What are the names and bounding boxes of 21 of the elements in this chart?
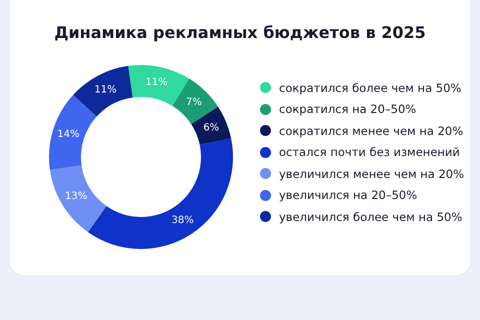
legend-label: увеличился на 20–50% (279, 188, 418, 202)
legend-label: сократился менее чем на 20% (279, 124, 464, 138)
chart-title: Динамика рекламных бюджетов в 2025 (53, 23, 427, 42)
donut-slice (73, 66, 133, 117)
data-label: 11% (94, 84, 117, 96)
donut-slice (49, 94, 97, 170)
donut-slice (191, 106, 232, 145)
data-label: 14% (57, 129, 80, 140)
legend-label: остался почти без изменений (279, 145, 460, 159)
data-label: 13% (65, 191, 88, 202)
legend-label: сократился на 20–50% (279, 102, 416, 116)
legend-label: увеличился более чем на 50% (279, 210, 462, 224)
data-label: 11% (145, 77, 168, 88)
data-label: 6% (203, 122, 220, 134)
donut-slice (172, 78, 218, 124)
legend-label: увеличился менее чем на 20% (279, 166, 464, 180)
data-label: 7% (186, 97, 202, 108)
donut-slice (88, 138, 233, 249)
legend-label: сократился более чем на 50% (279, 80, 462, 94)
donut-slice (50, 165, 106, 232)
data-label: 38% (172, 215, 194, 226)
